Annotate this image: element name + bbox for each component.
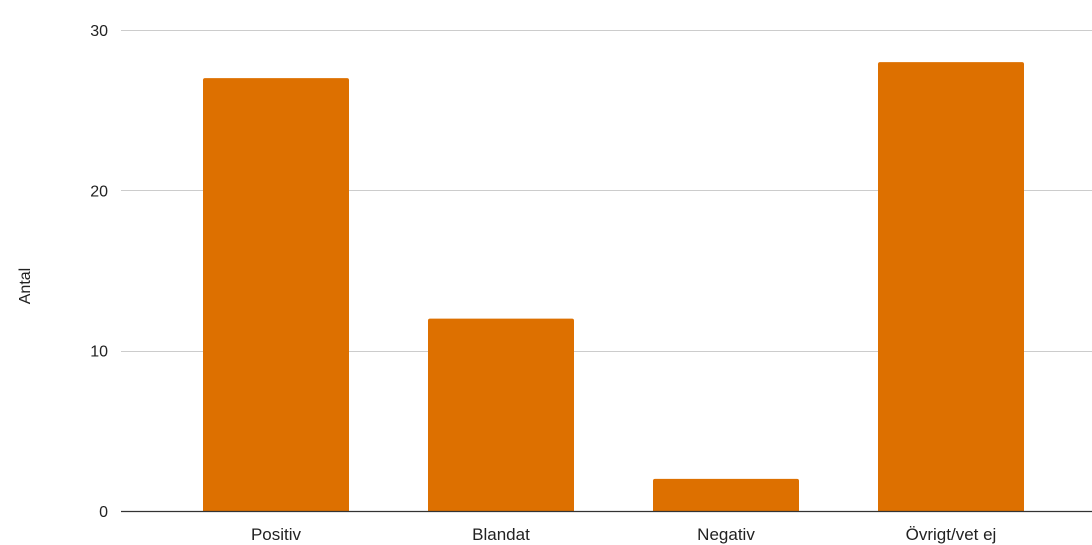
y-axis-title: Antal [17, 268, 34, 304]
x-tick-label: Blandat [472, 525, 530, 544]
axes: Antal 0 10 20 30 Positiv Blandat Negativ Övrigt… [17, 23, 1092, 544]
y-tick-label: 20 [90, 183, 108, 200]
bar-positiv [203, 78, 349, 511]
bar-övrigt-vet-ej [878, 62, 1024, 512]
x-tick-label: Positiv [251, 525, 302, 544]
x-tick-label: Negativ [697, 525, 755, 544]
y-tick-label: 10 [90, 344, 108, 361]
bar-blandat [428, 318, 574, 511]
y-tick-label: 30 [90, 23, 108, 40]
bar-negativ [653, 478, 799, 511]
x-tick-label: Övrigt/vet ej [906, 525, 997, 544]
y-tick-label: 0 [99, 504, 108, 521]
bars [203, 62, 1024, 512]
